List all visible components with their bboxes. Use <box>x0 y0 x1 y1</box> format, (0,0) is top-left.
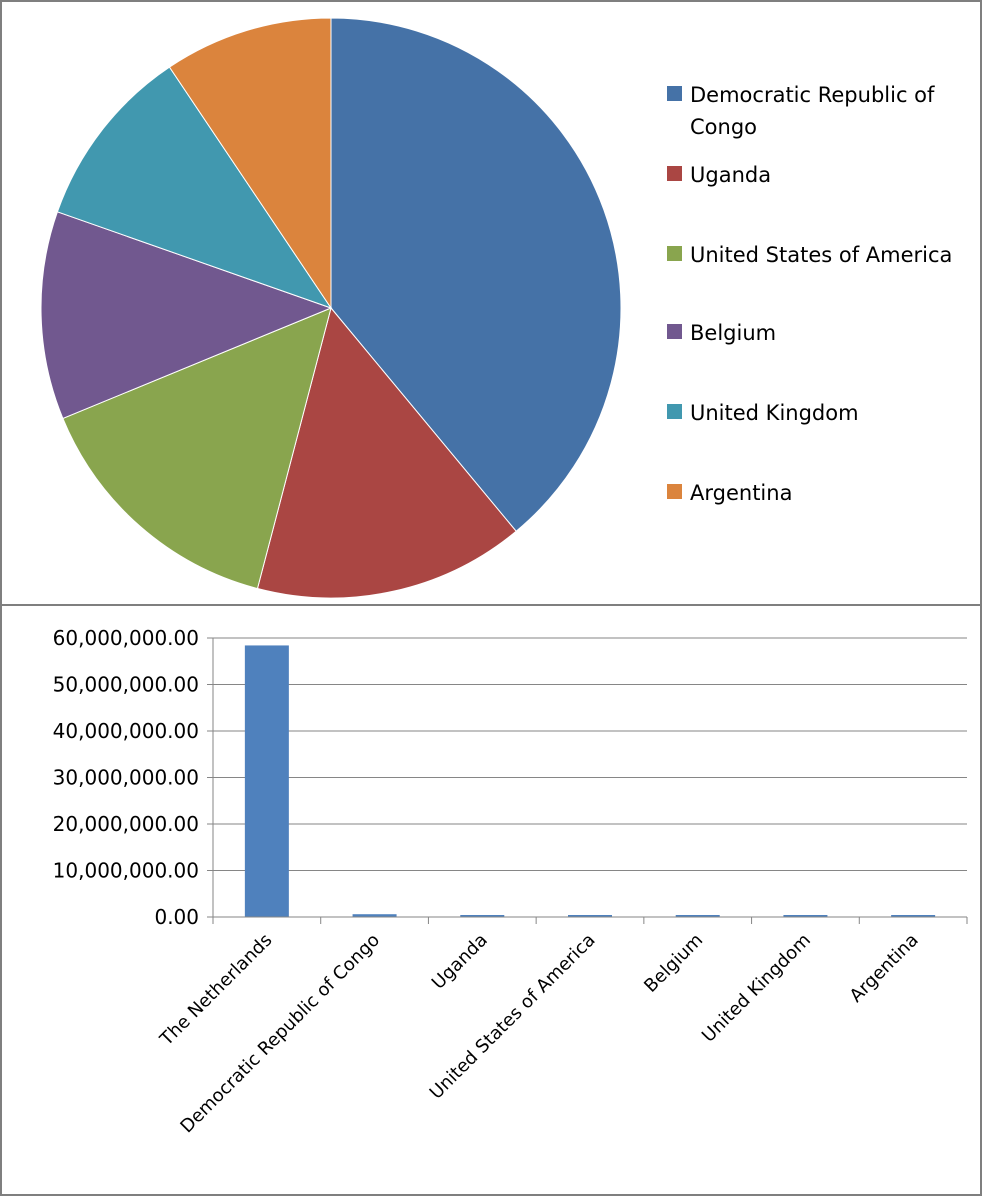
legend-swatch <box>667 166 682 181</box>
bar-belgium <box>675 915 720 917</box>
legend-item-democratic-republic-of-congo: Democratic Republic of Congo <box>667 83 935 139</box>
x-tick-label-the-netherlands: The Netherlands <box>156 930 277 1051</box>
legend-label: Democratic Republic of Congo <box>690 83 935 139</box>
legend-label: Argentina <box>690 481 792 505</box>
x-tick-label-united-kingdom: United Kingdom <box>698 930 815 1047</box>
x-tick-label-belgium: Belgium <box>640 930 707 997</box>
bar-chart-panel: 0.00 10,000,000.00 20,000,000.00 30,000,000… <box>0 604 982 1196</box>
bar-united-kingdom <box>783 915 828 917</box>
legend-label: Uganda <box>690 163 771 187</box>
x-tick-label-uganda: Uganda <box>428 930 492 994</box>
bar-united-states-of-america <box>568 915 612 917</box>
pie-slice-uganda <box>256 306 517 599</box>
pie-slice-united-states-of-america <box>62 307 332 590</box>
y-tick-label: 0.00 <box>154 905 199 929</box>
y-tick-label: 50,000,000.00 <box>53 673 199 697</box>
legend-swatch <box>667 404 682 419</box>
legend-item-belgium: Belgium <box>667 321 776 345</box>
legend-label: United Kingdom <box>690 401 859 425</box>
bar-chart: 0.00 10,000,000.00 20,000,000.00 30,000,000… <box>53 626 968 1138</box>
pie-slice-united-kingdom <box>56 66 333 309</box>
x-tick-label-argentina: Argentina <box>846 930 923 1007</box>
bar-uganda <box>460 915 505 917</box>
legend-item-uganda: Uganda <box>667 163 771 187</box>
pie-slice-democratic-republic-of-congo <box>330 17 622 532</box>
pie-slice-belgium <box>40 211 333 420</box>
pie-chart-panel: Democratic Republic of Congo Uganda United … <box>0 0 982 606</box>
x-tick-label-democratic-republic-of-congo: Democratic Republic of Congo <box>176 930 384 1138</box>
legend-swatch <box>667 324 682 339</box>
legend-item-united-kingdom: United Kingdom <box>667 401 859 425</box>
bar-democratic-republic-of-congo <box>352 914 397 917</box>
legend-label: United States of America <box>690 243 952 267</box>
pie-chart: Democratic Republic of Congo Uganda United … <box>40 17 952 599</box>
legend-swatch <box>667 246 682 261</box>
legend-swatch <box>667 86 682 101</box>
y-tick-label: 60,000,000.00 <box>53 626 199 650</box>
legend-swatch <box>667 484 682 499</box>
y-tick-label: 10,000,000.00 <box>53 859 199 883</box>
bar-argentina <box>891 915 936 917</box>
legend-item-argentina: Argentina <box>667 481 792 505</box>
legend-item-united-states-of-america: United States of America <box>667 243 952 267</box>
pie-slice-argentina <box>168 17 332 310</box>
legend-label: Belgium <box>690 321 776 345</box>
y-tick-label: 30,000,000.00 <box>53 766 199 790</box>
bar-the-netherlands <box>244 645 289 917</box>
y-tick-label: 20,000,000.00 <box>53 812 199 836</box>
y-tick-label: 40,000,000.00 <box>53 719 199 743</box>
